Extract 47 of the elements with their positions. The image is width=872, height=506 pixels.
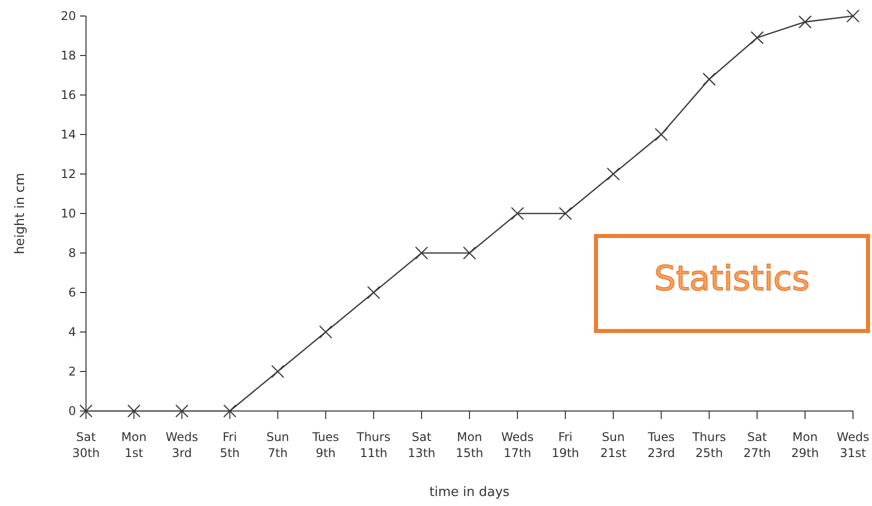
y-tick-label: 8: [68, 246, 76, 260]
x-tick-label: Sun 21st: [600, 430, 627, 460]
x-tick-label: Weds 31st: [836, 430, 870, 460]
point: [223, 404, 236, 418]
y-axis-title: height in cm: [13, 172, 28, 254]
y-tick-label: 4: [68, 325, 76, 340]
point: [367, 286, 380, 300]
x-tick-label: Sat 30th: [72, 430, 100, 460]
y-tick-label: 0: [68, 404, 76, 418]
x-tick-label: Tues 9th: [311, 430, 340, 460]
point: [414, 246, 428, 260]
point: [510, 206, 524, 220]
x-tick-label: Tues 23rd: [646, 430, 676, 460]
annotation: Statistics: [654, 259, 810, 299]
x-tick-label: Mon 15th: [456, 430, 484, 460]
x-tick-label: Thurs 11th: [356, 430, 390, 460]
x-tick-label: Thurs 25th: [691, 430, 726, 460]
point: [175, 404, 188, 418]
x-axis-title: time in days: [429, 485, 510, 500]
x-tick-label: Weds 17th: [501, 430, 534, 460]
y-tick-label: 2: [68, 364, 76, 379]
x-tick-label: Sat 13th: [408, 430, 436, 460]
point: [846, 9, 860, 23]
x-tick-label: Mon 29th: [791, 430, 819, 460]
point: [558, 206, 572, 220]
point: [606, 167, 620, 181]
x-tick-label: Sun 7th: [266, 430, 290, 460]
y-tick-label: 18: [60, 48, 76, 63]
point: [702, 72, 716, 86]
y-tick-label: 10: [60, 206, 76, 221]
point: [750, 31, 764, 44]
point: [798, 15, 812, 29]
point: [271, 364, 284, 378]
x-tick-label: Fri 5th: [220, 430, 240, 460]
x-tick-label: Weds 3rd: [166, 430, 198, 460]
x-tick-label: Sat 27th: [743, 430, 771, 460]
x-tick-label: Mon 1st: [121, 430, 147, 460]
y-tick-label: 14: [60, 128, 76, 142]
point: [654, 128, 668, 142]
y-tick-label: 6: [68, 286, 76, 300]
point: [127, 404, 141, 418]
point: [319, 325, 332, 339]
x-tick-label: Fri 19th: [552, 430, 580, 460]
y-tick-label: 12: [60, 167, 76, 182]
y-tick-label: 16: [60, 88, 76, 102]
y-tick-label: 20: [60, 9, 76, 24]
point: [462, 246, 476, 260]
